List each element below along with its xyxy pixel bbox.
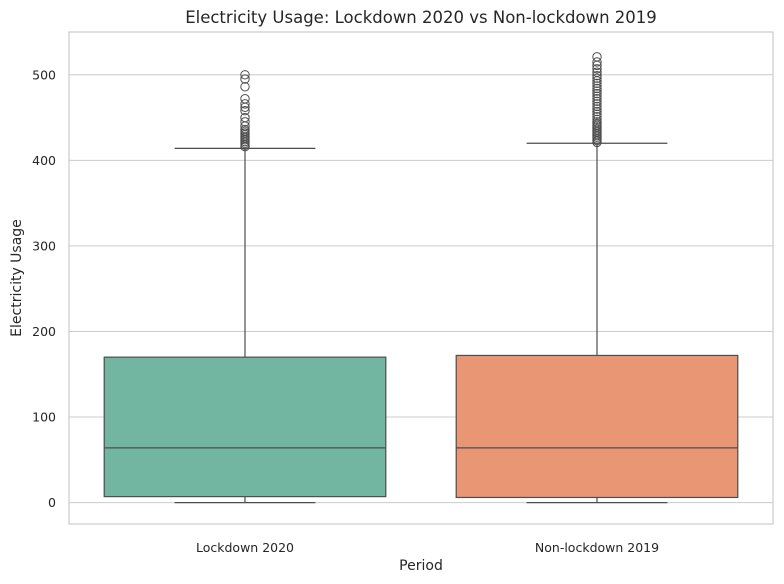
outlier-point bbox=[592, 96, 602, 107]
y-tick-label: 500 bbox=[32, 67, 56, 82]
outlier-point bbox=[592, 88, 602, 99]
outlier-point bbox=[592, 57, 602, 67]
y-tick-label: 300 bbox=[32, 238, 56, 253]
outlier-point bbox=[240, 94, 250, 104]
outlier-point bbox=[592, 101, 602, 112]
outlier-point bbox=[592, 114, 602, 124]
outlier-point bbox=[592, 104, 602, 114]
outlier-point bbox=[592, 86, 602, 96]
outlier-point bbox=[592, 83, 602, 94]
boxes bbox=[103, 52, 739, 504]
y-tick-label: 0 bbox=[48, 495, 56, 510]
box-group bbox=[103, 70, 387, 504]
y-tick-label: 100 bbox=[32, 410, 56, 425]
outlier-point bbox=[592, 99, 602, 109]
iqr-box bbox=[455, 354, 739, 499]
outlier-point bbox=[240, 82, 250, 92]
y-tick-labels: 0 100 200 300 400 500 bbox=[32, 67, 56, 510]
outlier-point bbox=[592, 70, 602, 81]
x-tick-label: Lockdown 2020 bbox=[196, 540, 294, 555]
outlier-point bbox=[592, 94, 602, 104]
plot-frame bbox=[68, 31, 774, 525]
x-tick-labels: Lockdown 2020 Non-lockdown 2019 bbox=[196, 540, 659, 555]
outlier-point bbox=[240, 74, 250, 84]
outlier-point bbox=[240, 99, 250, 109]
iqr-box bbox=[103, 356, 387, 498]
y-tick-label: 400 bbox=[32, 153, 56, 168]
y-tick-label: 200 bbox=[32, 324, 56, 339]
outlier-point bbox=[592, 109, 602, 119]
outlier-point bbox=[592, 117, 602, 127]
outlier-point bbox=[592, 52, 602, 62]
outlier-point bbox=[592, 112, 602, 122]
outlier-point bbox=[240, 112, 250, 123]
outlier-point bbox=[592, 64, 602, 74]
x-axis-label: Period bbox=[399, 558, 443, 574]
outlier-point bbox=[592, 106, 602, 117]
chart-title: Electricity Usage: Lockdown 2020 vs Non-… bbox=[185, 8, 657, 27]
y-axis-label: Electricity Usage bbox=[9, 219, 25, 337]
outlier-point bbox=[592, 67, 602, 77]
outlier-point bbox=[240, 70, 250, 80]
outlier-point bbox=[592, 78, 602, 89]
outlier-point bbox=[240, 106, 250, 116]
outlier-point bbox=[592, 73, 602, 83]
box-group bbox=[455, 52, 739, 504]
outlier-point bbox=[240, 124, 250, 135]
outlier-point bbox=[240, 117, 250, 127]
outlier-point bbox=[592, 91, 602, 101]
x-tick-label: Non-lockdown 2019 bbox=[535, 540, 659, 555]
outlier-point bbox=[592, 81, 602, 91]
